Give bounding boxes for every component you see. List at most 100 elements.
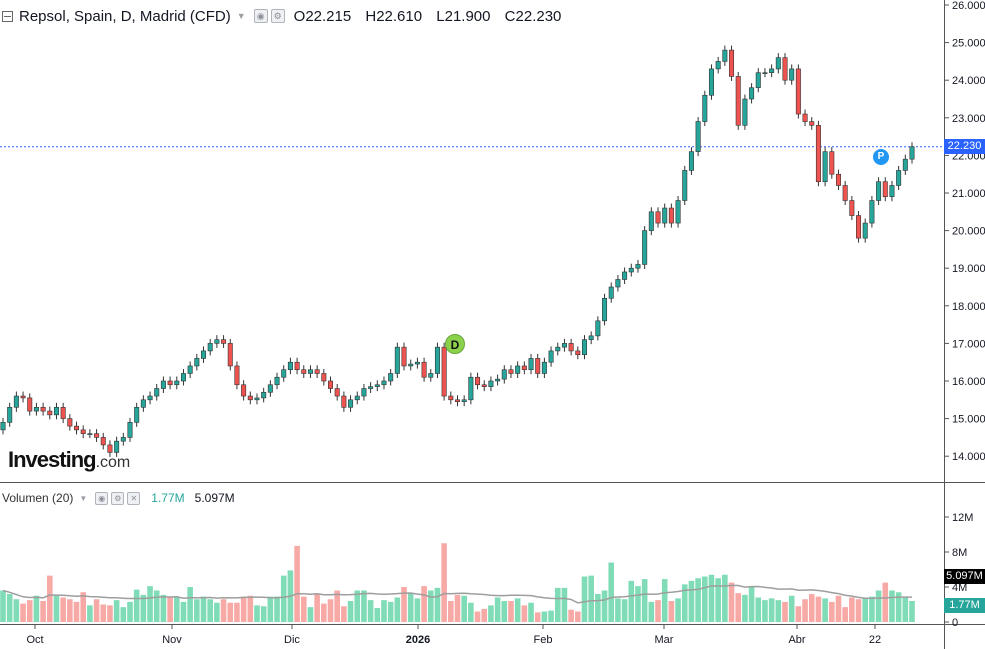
candle-body [488, 380, 494, 387]
volume-bar [234, 602, 240, 622]
volume-bar [702, 576, 708, 622]
candle-body [354, 395, 360, 401]
candle-body [67, 418, 73, 427]
candle-body [408, 363, 414, 367]
candle-body [267, 384, 273, 393]
candle-body [428, 373, 434, 378]
y-tick-label: 14.000 [952, 451, 985, 463]
volume-bar [20, 603, 26, 622]
volume-bar [13, 599, 20, 622]
instrument-title[interactable]: Repsol, Spain, D, Madrid (CFD) [19, 7, 231, 25]
candle-body [662, 207, 668, 224]
candle-body [581, 339, 587, 355]
volume-bar [869, 596, 875, 622]
candle-body [53, 407, 59, 416]
candle-body [321, 373, 327, 382]
settings-icon[interactable]: ⚙ [270, 9, 285, 23]
volume-bar [575, 611, 581, 622]
candle-body [7, 407, 13, 423]
candle-body [180, 373, 186, 382]
candle-body [461, 399, 467, 402]
volume-label[interactable]: Volumen (20) [2, 491, 74, 505]
candle-body [247, 395, 253, 401]
candle-body [140, 399, 146, 408]
volume-tick-label: 8M [952, 547, 967, 559]
volume-bar [742, 594, 748, 622]
volume-bar [568, 609, 574, 622]
volume-tick-label: 12M [952, 512, 973, 524]
volume-bar [448, 601, 454, 622]
candle-body [174, 380, 180, 386]
candle-body [194, 358, 200, 367]
y-tick-label: 24.000 [952, 75, 985, 87]
chevron-down-icon[interactable]: ▼ [79, 493, 88, 503]
candle-body [127, 422, 133, 438]
candle-body [555, 346, 561, 352]
volume-bar [508, 601, 514, 622]
volume-bar [227, 602, 234, 622]
candle-body [13, 395, 19, 408]
x-tick-label: 2026 [406, 634, 430, 646]
volume-average-line [2, 584, 912, 604]
volume-bar [655, 600, 661, 622]
volume-bar [474, 611, 481, 622]
volume-bar [882, 582, 889, 622]
volume-bar [695, 578, 701, 622]
volume-bar [314, 594, 320, 622]
volume-bar [247, 595, 254, 622]
eye-icon[interactable]: ◉ [95, 491, 109, 505]
volume-bar [782, 601, 788, 622]
candle-body [328, 380, 334, 389]
volume-bar [220, 599, 227, 622]
volume-bar [481, 608, 488, 622]
candle-body [896, 170, 902, 186]
candle-body [702, 94, 708, 122]
settings-icon[interactable]: ⚙ [111, 491, 125, 505]
volume-bar [648, 601, 655, 622]
candle-body [876, 181, 882, 201]
volume-bar [842, 607, 848, 622]
volume-bar [822, 598, 828, 622]
volume-bar [668, 601, 675, 622]
eye-icon[interactable]: ◉ [253, 9, 268, 23]
candle-body [254, 397, 260, 401]
y-tick-label: 17.000 [952, 338, 985, 350]
dividend-marker[interactable]: D [445, 334, 465, 354]
candle-body [147, 395, 153, 401]
candle-body [722, 49, 728, 62]
candle-body [501, 369, 507, 380]
volume-bar [160, 594, 167, 622]
x-tick-label: Mar [655, 634, 674, 646]
volume-bar [862, 598, 869, 622]
volume-bar [488, 605, 494, 622]
candle-body [60, 407, 66, 419]
volume-bar [421, 586, 427, 622]
close-icon[interactable]: ✕ [127, 491, 141, 505]
candle-body [227, 343, 233, 367]
volume-bar [849, 597, 855, 622]
candle-body [675, 200, 681, 224]
candle-body [789, 68, 795, 81]
candle-body [74, 425, 80, 431]
candle-body [902, 158, 908, 171]
candle-body [815, 125, 821, 183]
candle-body [682, 170, 688, 201]
p-marker[interactable]: P [873, 149, 889, 165]
candle-body [762, 72, 768, 74]
candle-body [441, 346, 447, 397]
candle-body [849, 200, 855, 216]
collapse-icon[interactable] [2, 10, 13, 22]
candle-body [909, 146, 915, 160]
candle-body [475, 376, 481, 386]
volume-bar [534, 612, 541, 622]
volume-bar [601, 590, 608, 622]
chevron-down-icon[interactable]: ▼ [236, 11, 246, 21]
candle-body [541, 361, 547, 374]
candle-body [622, 271, 628, 280]
volume-bar [621, 599, 628, 622]
candle-body [134, 407, 140, 423]
close-value: C22.230 [504, 7, 562, 25]
low-value: L21.900 [436, 7, 491, 25]
